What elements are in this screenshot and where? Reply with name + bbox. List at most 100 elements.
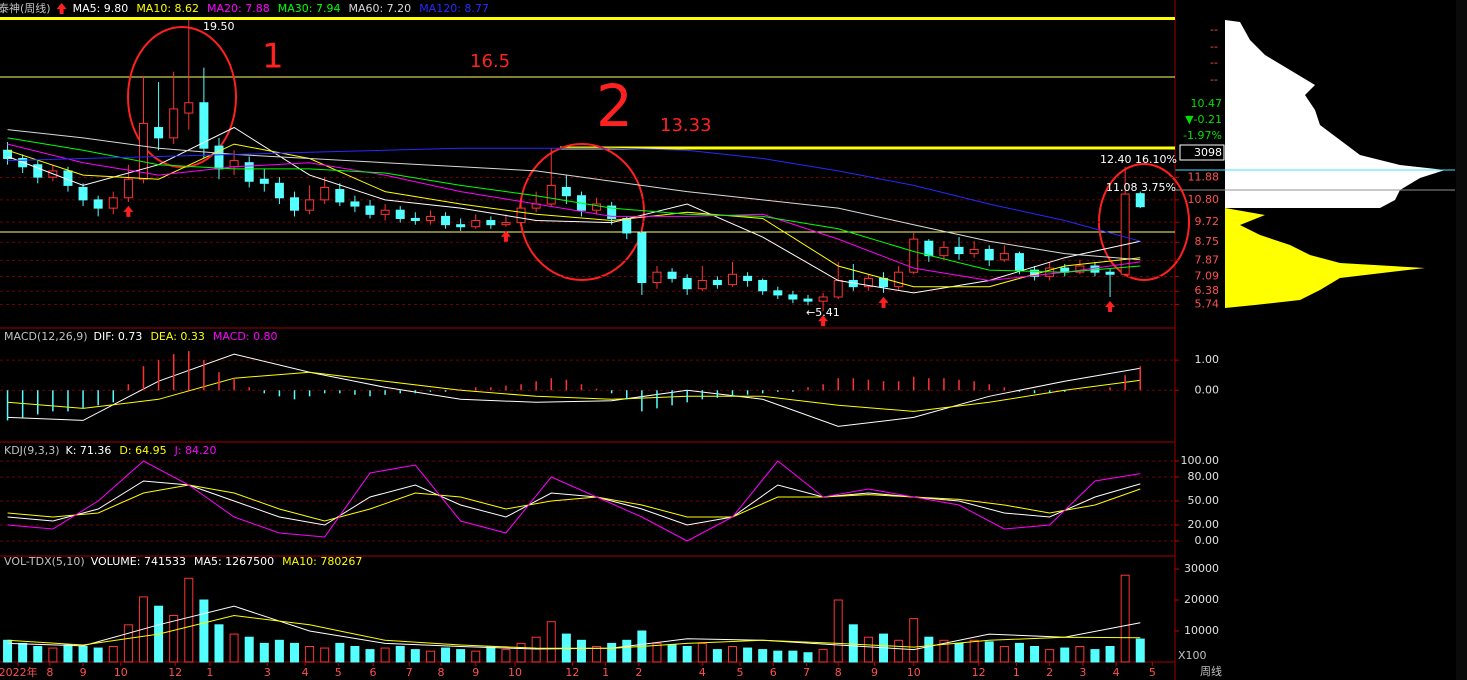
x-tick-label: 4 (302, 666, 309, 679)
candle-body (33, 164, 43, 178)
volume-bar (320, 647, 330, 663)
legend-label: MACD: 0.80 (213, 330, 278, 343)
candle-body (818, 296, 828, 302)
candle-body (93, 199, 103, 209)
buy-signal (1105, 301, 1116, 312)
x-tick-label: 12 (565, 666, 579, 679)
volume-bar (667, 644, 677, 663)
y-tick-label: 0.00 (1195, 534, 1220, 547)
candle-body (169, 108, 179, 139)
y-tick-label: 6.38 (1195, 284, 1220, 297)
volume-bar (305, 646, 315, 663)
x-tick-label: 4 (699, 666, 706, 679)
volume-bar (894, 639, 904, 663)
side-dash: -- (1210, 56, 1218, 69)
y-tick-label: 80.00 (1188, 470, 1220, 483)
candle-body (939, 246, 949, 257)
volume-bar (425, 650, 435, 663)
x-tick-label: 12 (972, 666, 986, 679)
candle-body (924, 240, 934, 257)
volume-bar (909, 618, 919, 663)
candle-body (199, 102, 209, 149)
y-tick-label: 20000 (1184, 593, 1219, 606)
volume-bar (682, 646, 692, 663)
candle-body (350, 201, 360, 207)
header-arrow (56, 3, 67, 14)
volume-bar (123, 624, 133, 663)
candle-body (305, 199, 315, 211)
y-tick-label: 11.88 (1188, 171, 1220, 184)
last-price: 10.47 (1191, 97, 1223, 110)
y-tick-label: 100.00 (1181, 454, 1220, 467)
candle-body (592, 203, 602, 211)
y-tick-label: 0.00 (1195, 383, 1220, 396)
candle-body (3, 149, 13, 160)
volume-bar (697, 642, 707, 663)
legend-label: MA20: 7.88 (207, 2, 270, 15)
candle-body (380, 209, 390, 215)
series-line (7, 371, 1141, 412)
buy-signal (878, 296, 889, 308)
volume-bar (1105, 646, 1115, 663)
candle-body (743, 275, 753, 281)
volume-bar (531, 636, 541, 663)
volume-bar (380, 647, 390, 663)
candle-body (229, 160, 239, 168)
series-line (7, 147, 1141, 242)
candle-body (1105, 271, 1115, 275)
candle-body (1135, 193, 1145, 208)
side-strip (1456, 0, 1467, 680)
x-tick-label: 5 (737, 666, 744, 679)
candle-body (395, 209, 405, 219)
volume-bar (350, 646, 360, 663)
volume-bar (788, 650, 798, 663)
volume-bar (18, 642, 28, 663)
volume-bar (516, 642, 526, 663)
side-dash: -- (1210, 73, 1218, 86)
volume-bar (63, 644, 73, 663)
annotation: 16.5 (470, 51, 510, 72)
volume-bar (939, 639, 949, 663)
x-tick-label: 8 (438, 666, 445, 679)
series-line (7, 143, 1141, 282)
volume-bar (335, 642, 345, 663)
x-tick-label: 9 (472, 666, 479, 679)
volume-bar (486, 646, 496, 663)
volume-bar (1135, 638, 1145, 663)
candle-body (123, 178, 133, 199)
candle-body (425, 215, 435, 222)
volume-bar (1120, 574, 1130, 663)
candle-body (108, 197, 118, 209)
annotation: 11.08 3.75% (1106, 181, 1176, 194)
volume-bar (999, 646, 1009, 663)
candle-body (954, 246, 964, 255)
volume-bar (652, 642, 662, 663)
volume-bar (274, 639, 284, 663)
candle-body (154, 127, 164, 139)
volume-bar (93, 647, 103, 663)
volume-bar (456, 649, 466, 663)
buy-signal (818, 315, 829, 327)
candle-body (863, 277, 873, 288)
legend-label: D: 64.95 (119, 444, 166, 457)
legend-label: DIF: 0.73 (94, 330, 143, 343)
annotation: 12.40 16.10% (1100, 153, 1177, 166)
candle-body (335, 189, 345, 203)
candle-body (622, 217, 632, 234)
panel-title: VOL-TDX(5,10) (4, 555, 85, 568)
volume-profile-upper (1225, 20, 1445, 208)
candle-body (758, 279, 768, 292)
volume-bar (259, 642, 269, 663)
panel-title: 泰神(周线) (0, 1, 51, 15)
x-tick-label: 3 (1079, 666, 1086, 679)
x-tick-label: 2022年 (0, 665, 38, 679)
volume-bar (410, 649, 420, 663)
y-tick-label: 10000 (1184, 624, 1219, 637)
x-tick-label: 2 (635, 666, 642, 679)
series-line (7, 137, 1141, 273)
volume-bar (848, 624, 858, 663)
candle-body (486, 220, 496, 226)
volume-bar (592, 646, 602, 663)
buy-signal (500, 230, 511, 242)
candle-body (1014, 253, 1024, 271)
